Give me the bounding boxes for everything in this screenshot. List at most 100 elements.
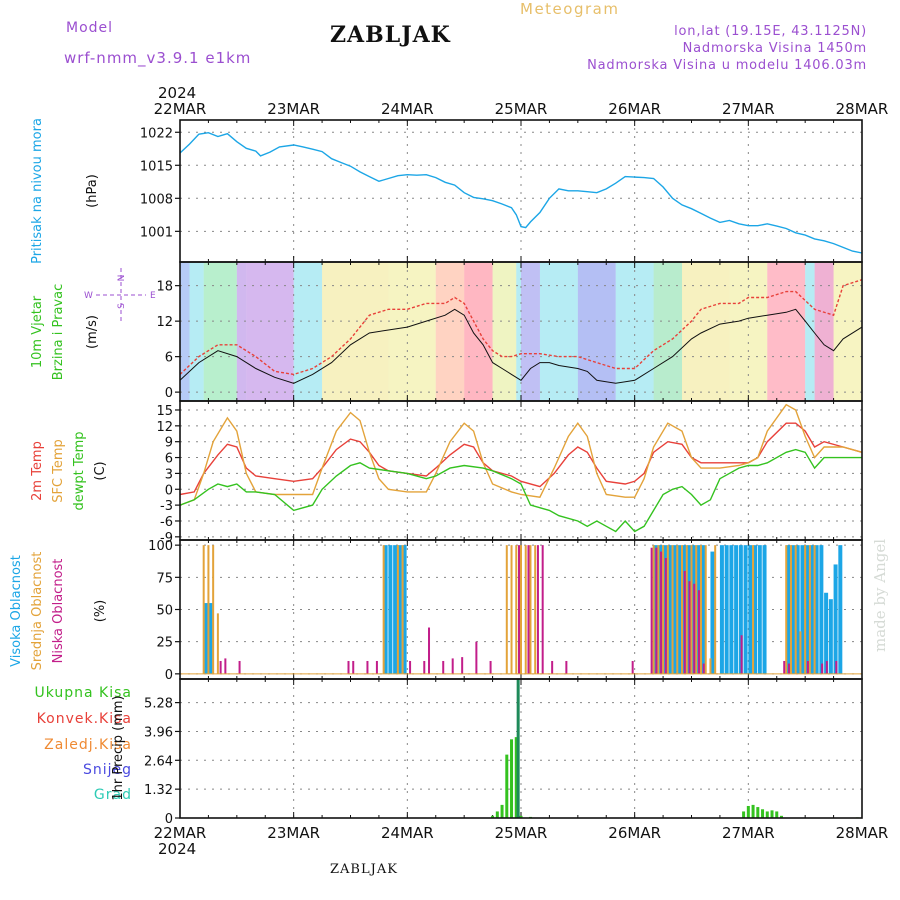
pressure-unit-label: (hPa): [85, 174, 100, 208]
bar-cloud_cover-high: [402, 545, 407, 674]
bar-cloud_cover-low: [551, 660, 554, 674]
footer-station: ZABLJAK: [330, 862, 398, 877]
bar-cloud_cover-mid: [681, 545, 684, 674]
station-title: ZABLJAK: [330, 22, 451, 48]
bar-cloud_cover-mid: [789, 545, 792, 674]
bar-cloud_cover-low: [475, 641, 478, 674]
bar-cloud_cover-high: [762, 545, 767, 674]
bar-cloud_cover-mid: [396, 545, 399, 674]
bar-cloud_cover-mid: [704, 545, 707, 674]
bar-precip-total: [510, 739, 514, 818]
bar-cloud_cover-mid: [534, 545, 537, 674]
bar-cloud_cover-high: [710, 551, 715, 674]
series-line-pressure: [179, 131, 863, 254]
bar-cloud_cover-high: [753, 545, 758, 674]
bar-cloud_cover-mid: [657, 545, 660, 674]
wind-barb-band: [521, 262, 540, 401]
top-date-label: 23MAR: [267, 100, 320, 118]
bar-cloud_cover-mid: [808, 545, 811, 674]
bar-cloud_cover-low: [489, 660, 492, 674]
bar-cloud_cover-mid: [671, 545, 674, 674]
bar-cloud_cover-mid: [699, 545, 702, 674]
bar-cloud_cover-high: [724, 545, 729, 674]
bar-cloud_cover-high: [786, 545, 791, 674]
bar-cloud_cover-low: [347, 660, 350, 674]
y-tick-label: -6: [160, 515, 173, 530]
series-line-temperature-dewpt: [179, 448, 862, 533]
bar-cloud_cover-high: [814, 545, 819, 674]
wind-barb-band: [805, 262, 815, 401]
y-tick-label: 6: [165, 351, 173, 366]
bar-cloud_cover-mid: [529, 545, 532, 674]
y-tick-label: 0: [165, 386, 173, 401]
bar-cloud_cover-mid: [216, 613, 219, 674]
bar-cloud_cover-mid: [752, 545, 755, 674]
y-tick-label: 100: [148, 539, 173, 554]
bar-cloud_cover-high: [397, 545, 402, 674]
top-date-label: 24MAR: [381, 100, 434, 118]
wind-barb-band: [516, 262, 521, 401]
wind-barb-band: [833, 262, 862, 401]
wind-barb-band: [388, 262, 436, 401]
temp-axis-label: 2m Temp: [30, 441, 45, 501]
y-tick-label: 2.64: [144, 754, 173, 769]
bar-cloud_cover-mid: [520, 545, 522, 674]
bar-cloud_cover-mid: [709, 658, 712, 674]
y-tick-label: 3: [165, 467, 173, 482]
wind-barb-band: [180, 262, 190, 401]
bar-cloud_cover-high: [828, 599, 833, 674]
bar-cloud_cover-low: [783, 660, 786, 674]
bar-cloud_cover-low: [655, 547, 658, 674]
bar-cloud_cover-low: [806, 660, 809, 674]
bar-cloud_cover-low: [740, 635, 743, 674]
y-tick-label: 1015: [140, 159, 173, 174]
bar-cloud_cover-mid: [813, 545, 816, 674]
bar-precip-total: [746, 805, 750, 818]
bar-cloud_cover-high: [790, 545, 795, 674]
y-tick-label: 5.28: [144, 697, 173, 712]
bar-precip-total: [495, 811, 499, 818]
bottom-date-label: 25MAR: [495, 824, 548, 842]
y-tick-label: 1008: [140, 192, 173, 207]
bar-cloud_cover-high: [819, 545, 824, 674]
bar-cloud_cover-high: [719, 545, 724, 674]
y-tick-label: 1001: [140, 225, 173, 240]
bar-cloud_cover-low: [428, 627, 431, 674]
bar-precip-total: [491, 815, 495, 818]
wind-unit-label: (m/s): [85, 315, 100, 349]
bar-cloud_cover-low: [660, 551, 663, 674]
bar-cloud_cover-low: [693, 583, 696, 674]
bottom-date-label: 27MAR: [722, 824, 775, 842]
bottom-year-label: 2024: [158, 840, 196, 858]
top-year-label: 2024: [158, 84, 196, 102]
y-tick-label: 15: [156, 404, 173, 419]
bar-cloud_cover-mid: [695, 545, 698, 674]
pressure-axis-label: Pritisak na nivou mora: [30, 118, 45, 264]
bar-cloud_cover-low: [423, 660, 426, 674]
bar-cloud_cover-low: [683, 570, 686, 674]
legend-freezing-rain: Zaledj.Kisa: [44, 737, 132, 753]
bar-cloud_cover-high: [700, 545, 705, 674]
bottom-date-label: 24MAR: [381, 824, 434, 842]
bar-cloud_cover-low: [787, 663, 790, 674]
bar-precip-total_peak: [516, 679, 520, 818]
bar-cloud_cover-low: [565, 660, 568, 674]
panel-frame: [179, 400, 863, 541]
bar-cloud_cover-high: [748, 545, 753, 674]
mid-cloud-axis-label: Srednja Oblacnost: [30, 552, 45, 671]
altitude-text: Nadmorska Visina 1450m: [682, 41, 867, 56]
bar-cloud_cover-low: [821, 663, 824, 674]
wind-barb-band: [203, 262, 237, 401]
bar-cloud_cover-high: [805, 545, 810, 674]
model-label: Model: [66, 20, 114, 36]
bar-cloud_cover-low: [219, 660, 222, 674]
wind-barb-band: [539, 262, 578, 401]
bar-cloud_cover-high: [795, 545, 800, 674]
y-tick-label: 0: [165, 668, 173, 683]
bar-precip-total: [775, 811, 779, 818]
bar-cloud_cover-mid: [524, 545, 527, 674]
series-line-wind-speed: [179, 308, 863, 384]
legend-total-rain: Ukupna Kisa: [34, 685, 132, 701]
